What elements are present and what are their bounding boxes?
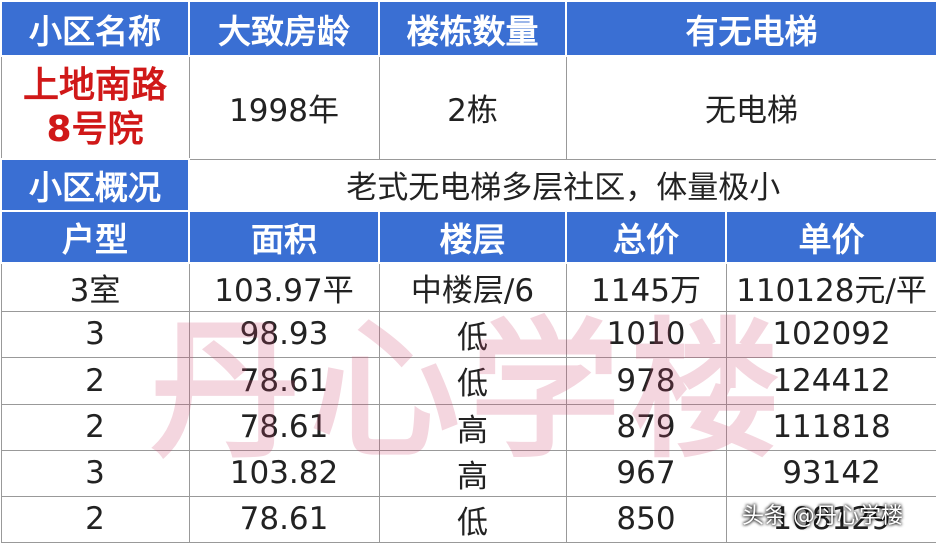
overview-text: 老式无电梯多层社区，体量极小 — [188, 158, 936, 212]
data-cell: 高 — [378, 403, 567, 451]
header-cell: 有无电梯 — [565, 0, 936, 57]
data-cell: 2 — [0, 403, 190, 451]
community-row: 上地南路 8号院 1998年 2栋 无电梯 — [0, 55, 936, 160]
header-cell: 楼栋数量 — [378, 0, 567, 57]
data-cell: 低 — [378, 495, 567, 543]
data-cell: 78.61 — [188, 356, 380, 405]
data-row: 2 78.61 低 978 124412 — [0, 356, 936, 405]
data-cell: 1145万 — [565, 262, 727, 312]
data-cell: 2 — [0, 495, 190, 543]
data-cell: 3室 — [0, 262, 190, 312]
header-cell: 大致房龄 — [188, 0, 380, 57]
column-header: 面积 — [188, 210, 380, 264]
name-line: 8号院 — [46, 108, 144, 150]
data-cell: 低 — [378, 356, 567, 405]
data-cell: 98.93 — [188, 310, 380, 358]
community-name: 上地南路 8号院 — [0, 55, 190, 160]
data-cell: 78.61 — [188, 403, 380, 451]
data-cell: 3 — [0, 310, 190, 358]
data-cell: 低 — [378, 310, 567, 358]
data-cell: 103.97平 — [188, 262, 380, 312]
data-cell: 879 — [565, 403, 727, 451]
data-cell: 2 — [0, 356, 190, 405]
data-row: 3 98.93 低 1010 102092 — [0, 310, 936, 358]
credit: 头条 @丹心学楼 — [742, 504, 903, 529]
header-cell: 小区名称 — [0, 0, 190, 57]
data-cell: 978 — [565, 356, 727, 405]
column-header: 楼层 — [378, 210, 567, 264]
data-cell: 108129 — [725, 495, 936, 543]
data-row: 2 78.61 低 850 108129 — [0, 495, 936, 543]
data-cell: 78.61 — [188, 495, 380, 543]
elevator-cell: 无电梯 — [565, 55, 936, 160]
column-header: 单价 — [725, 210, 936, 264]
data-row: 3室 103.97平 中楼层/6 1145万 110128元/平 — [0, 262, 936, 312]
overview-row: 小区概况 老式无电梯多层社区，体量极小 — [0, 158, 936, 212]
overview-label: 小区概况 — [0, 158, 190, 212]
data-cell: 850 — [565, 495, 727, 543]
name-line: 上地南路 — [22, 64, 167, 106]
column-header: 户型 — [0, 210, 190, 264]
data-cell: 103.82 — [188, 449, 380, 497]
data-row: 2 78.61 高 879 111818 — [0, 403, 936, 451]
column-header-row: 户型 面积 楼层 总价 单价 — [0, 210, 936, 264]
data-cell: 1010 — [565, 310, 727, 358]
age-cell: 1998年 — [188, 55, 380, 160]
data-cell: 967 — [565, 449, 727, 497]
data-cell: 124412 — [725, 356, 936, 405]
data-cell: 高 — [378, 449, 567, 497]
buildings-cell: 2栋 — [378, 55, 567, 160]
data-cell: 中楼层/6 — [378, 262, 567, 312]
data-cell: 3 — [0, 449, 190, 497]
column-header: 总价 — [565, 210, 727, 264]
data-row: 3 103.82 高 967 93142 — [0, 449, 936, 497]
data-cell: 93142 — [725, 449, 936, 497]
data-cell: 102092 — [725, 310, 936, 358]
header-row: 小区名称 大致房龄 楼栋数量 有无电梯 — [0, 0, 936, 57]
data-cell: 111818 — [725, 403, 936, 451]
data-cell: 110128元/平 — [725, 262, 936, 312]
